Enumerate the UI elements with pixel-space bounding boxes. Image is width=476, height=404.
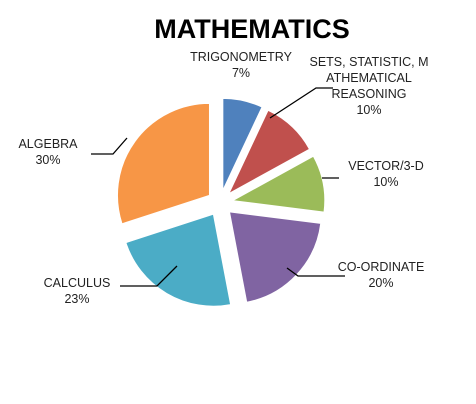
slice-label-sets-statistic-mathematical-reasoning: SETS, STATISTIC, M ATHEMATICAL REASONING 10…	[310, 55, 429, 117]
pie-slice-vector-3-d	[231, 155, 326, 213]
chart-title: MATHEMATICS	[154, 14, 350, 44]
pie-slice-calculus	[125, 213, 232, 307]
slice-label-calculus: CALCULUS 23%	[44, 276, 111, 306]
slice-label-vector-3-d: VECTOR/3-D 10%	[348, 159, 423, 189]
leader-line-algebra	[91, 137, 128, 155]
leader-line-co-ordinate	[286, 267, 345, 277]
pie-slice-sets-statistic-mathematical-reasoning	[227, 109, 311, 195]
leader-line-calculus	[120, 265, 178, 287]
pie-slice-trigonometry	[222, 97, 263, 191]
pie-slice-co-ordinate	[228, 211, 322, 303]
slice-label-trigonometry: TRIGONOMETRY 7%	[190, 50, 293, 80]
slice-label-co-ordinate: CO-ORDINATE 20%	[338, 260, 425, 290]
slice-label-algebra: ALGEBRA 30%	[18, 137, 78, 167]
pie-slice-algebra	[117, 102, 210, 225]
leader-line-sets-statistic-mathematical-reasoning	[269, 87, 333, 119]
